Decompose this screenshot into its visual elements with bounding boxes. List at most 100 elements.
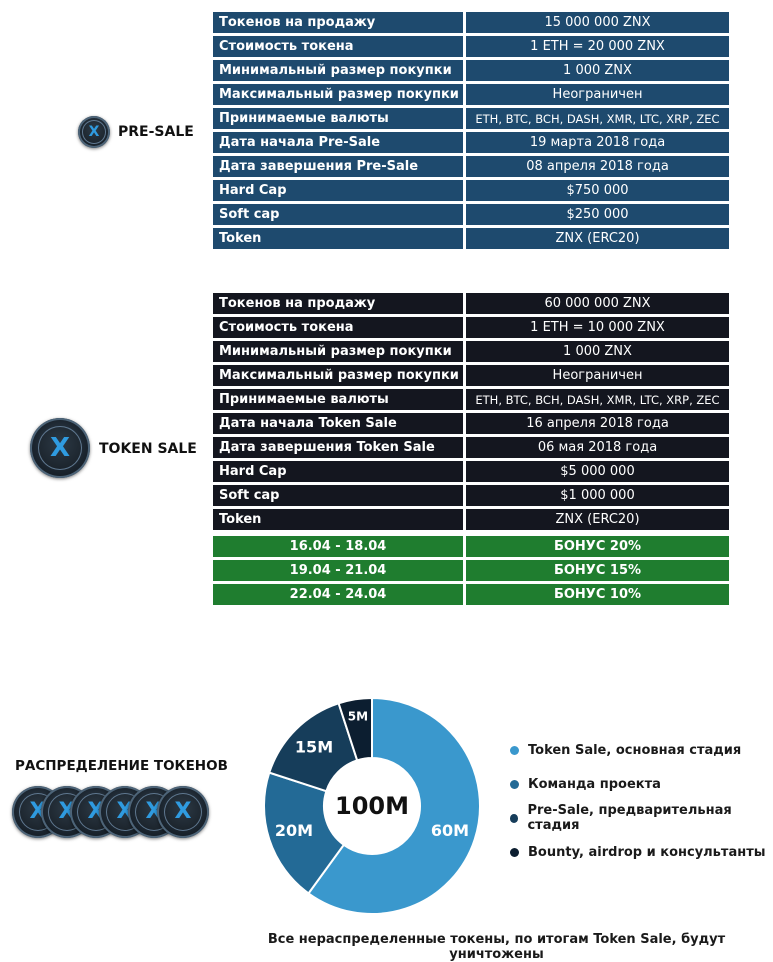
distribution-label: РАСПРЕДЕЛЕНИЕ ТОКЕНОВ — [15, 758, 228, 774]
logo-x-icon: X — [88, 123, 100, 140]
row-value: 1 000 ZNX — [466, 341, 729, 362]
row-label: Токенов на продажу — [213, 12, 463, 33]
table-row: Стоимость токена 1 ETH = 20 000 ZNX — [213, 36, 729, 57]
row-label: Soft cap — [213, 204, 463, 225]
row-value: 1 ETH = 10 000 ZNX — [466, 317, 729, 338]
row-label: Принимаемые валюты — [213, 108, 463, 129]
row-label: Минимальный размер покупки — [213, 341, 463, 362]
row-label: Дата завершения Pre-Sale — [213, 156, 463, 177]
presale-coin-logo: X — [78, 116, 110, 148]
distribution-donut-chart: 60M 20M 15M 5M 100M — [263, 696, 481, 915]
table-row: Hard Cap $5 000 000 — [213, 461, 729, 482]
row-value: Неограничен — [466, 365, 729, 386]
legend-item: Pre-Sale, предварительная стадия — [510, 801, 773, 835]
row-value: 1 ETH = 20 000 ZNX — [466, 36, 729, 57]
slice-label: 60M — [431, 821, 469, 840]
row-value: 60 000 000 ZNX — [466, 293, 729, 314]
row-value: 08 апреля 2018 года — [466, 156, 729, 177]
row-label: Токенов на продажу — [213, 293, 463, 314]
bonus-row: 19.04 - 21.04 БОНУС 15% — [213, 560, 729, 581]
row-value: 16 апреля 2018 года — [466, 413, 729, 434]
row-value: ETH, BTC, BCH, DASH, XMR, LTC, XRP, ZEC — [466, 108, 729, 129]
row-label: Дата завершения Token Sale — [213, 437, 463, 458]
stack-coin-logo: X — [157, 786, 209, 838]
bonus-value: БОНУС 15% — [466, 560, 729, 581]
row-value: Неограничен — [466, 84, 729, 105]
donut-slice — [337, 696, 373, 762]
row-value: $250 000 — [466, 204, 729, 225]
bonus-table: 16.04 - 18.04 БОНУС 20% 19.04 - 21.04 БОНУС… — [213, 536, 729, 608]
table-row: Стоимость токена 1 ETH = 10 000 ZNX — [213, 317, 729, 338]
bonus-row: 22.04 - 24.04 БОНУС 10% — [213, 584, 729, 605]
donut-slice — [307, 696, 481, 915]
table-row: Token ZNX (ERC20) — [213, 228, 729, 249]
tokensale-table: Токенов на продажу 60 000 000 ZNX Стоимост… — [213, 293, 729, 533]
slice-label: 20M — [275, 821, 313, 840]
legend-label: Token Sale, основная стадия — [528, 742, 742, 758]
row-label: Дата начала Pre-Sale — [213, 132, 463, 153]
row-value: $5 000 000 — [466, 461, 729, 482]
donut-hole — [325, 759, 419, 853]
legend-dot-icon — [510, 847, 519, 857]
row-value: 15 000 000 ZNX — [466, 12, 729, 33]
bonus-value: БОНУС 10% — [466, 584, 729, 605]
bonus-period: 16.04 - 18.04 — [213, 536, 463, 557]
row-value: 19 марта 2018 года — [466, 132, 729, 153]
table-row: Токенов на продажу 60 000 000 ZNX — [213, 293, 729, 314]
bonus-period: 19.04 - 21.04 — [213, 560, 463, 581]
tokensale-label: TOKEN SALE — [99, 441, 197, 457]
table-row: Дата начала Token Sale 16 апреля 2018 год… — [213, 413, 729, 434]
table-row: Принимаемые валюты ETH, BTC, BCH, DASH, X… — [213, 108, 729, 129]
legend-item: Bounty, airdrop и консультанты — [510, 835, 773, 869]
table-row: Максимальный размер покупки Неограничен — [213, 84, 729, 105]
distribution-legend: Token Sale, основная стадия Команда проек… — [510, 733, 773, 869]
bonus-value: БОНУС 20% — [466, 536, 729, 557]
row-label: Hard Cap — [213, 461, 463, 482]
legend-item: Команда проекта — [510, 767, 773, 801]
row-value: ZNX (ERC20) — [466, 509, 729, 530]
row-value: ZNX (ERC20) — [466, 228, 729, 249]
table-row: Дата начала Pre-Sale 19 марта 2018 года — [213, 132, 729, 153]
row-label: Token — [213, 228, 463, 249]
row-label: Стоимость токена — [213, 36, 463, 57]
tokensale-coin-logo: X — [30, 418, 90, 478]
row-label: Принимаемые валюты — [213, 389, 463, 410]
presale-table: Токенов на продажу 15 000 000 ZNX Стоимост… — [213, 12, 729, 252]
table-row: Дата завершения Token Sale 06 мая 2018 го… — [213, 437, 729, 458]
table-row: Hard Cap $750 000 — [213, 180, 729, 201]
row-label: Hard Cap — [213, 180, 463, 201]
donut-slice — [263, 771, 346, 895]
row-label: Максимальный размер покупки — [213, 84, 463, 105]
row-label: Дата начала Token Sale — [213, 413, 463, 434]
footer-note: Все нераспределенные токены, по итогам T… — [267, 932, 726, 962]
legend-item: Token Sale, основная стадия — [510, 733, 773, 767]
bonus-row: 16.04 - 18.04 БОНУС 20% — [213, 536, 729, 557]
table-row: Минимальный размер покупки 1 000 ZNX — [213, 60, 729, 81]
row-label: Soft cap — [213, 485, 463, 506]
table-row: Token ZNX (ERC20) — [213, 509, 729, 530]
legend-dot-icon — [510, 745, 519, 755]
row-label: Максимальный размер покупки — [213, 365, 463, 386]
logo-x-icon: X — [174, 799, 192, 824]
row-label: Минимальный размер покупки — [213, 60, 463, 81]
row-value: $750 000 — [466, 180, 729, 201]
row-value: $1 000 000 — [466, 485, 729, 506]
slice-label: 5M — [348, 710, 368, 724]
row-value: ETH, BTC, BCH, DASH, XMR, LTC, XRP, ZEC — [466, 389, 729, 410]
row-value: 1 000 ZNX — [466, 60, 729, 81]
row-value: 06 мая 2018 года — [466, 437, 729, 458]
table-row: Минимальный размер покупки 1 000 ZNX — [213, 341, 729, 362]
slice-label: 15M — [295, 738, 333, 757]
legend-dot-icon — [510, 813, 519, 823]
bonus-period: 22.04 - 24.04 — [213, 584, 463, 605]
legend-label: Команда проекта — [528, 776, 661, 792]
row-label: Token — [213, 509, 463, 530]
table-row: Soft cap $250 000 — [213, 204, 729, 225]
table-row: Дата завершения Pre-Sale 08 апреля 2018 г… — [213, 156, 729, 177]
table-row: Токенов на продажу 15 000 000 ZNX — [213, 12, 729, 33]
table-row: Принимаемые валюты ETH, BTC, BCH, DASH, X… — [213, 389, 729, 410]
logo-x-icon: X — [49, 432, 71, 463]
legend-label: Pre-Sale, предварительная стадия — [527, 803, 732, 833]
donut-total: 100M — [335, 792, 409, 820]
row-label: Стоимость токена — [213, 317, 463, 338]
